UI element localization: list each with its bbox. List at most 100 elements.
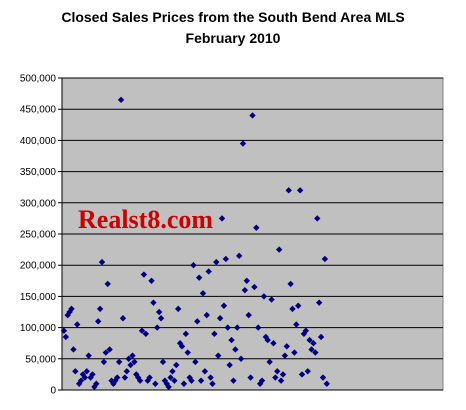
y-tick-label: 200,000 <box>20 261 57 272</box>
data-point <box>291 349 298 356</box>
data-point <box>315 299 323 306</box>
y-tick-label: 300,000 <box>20 198 57 209</box>
data-point <box>239 140 247 147</box>
data-point <box>123 368 130 375</box>
data-point <box>142 330 150 338</box>
data-point <box>211 330 218 338</box>
data-point <box>154 324 161 331</box>
data-point <box>253 224 260 231</box>
data-point <box>232 346 239 353</box>
data-point <box>266 358 273 366</box>
y-tick-label: 350,000 <box>20 167 57 178</box>
y-tick-label: 100,000 <box>20 323 57 334</box>
data-point <box>220 302 228 309</box>
data-point <box>275 246 283 253</box>
y-axis-ticks: 0 50,000 100,000 150,000 200,000 250,000 300,0… <box>20 74 62 397</box>
data-point <box>140 271 148 278</box>
data-point <box>74 321 81 328</box>
data-point <box>243 277 250 284</box>
data-point <box>102 349 110 356</box>
data-point <box>237 355 245 362</box>
data-point <box>277 377 285 384</box>
data-point <box>295 302 302 309</box>
y-tick-label: 500,000 <box>20 74 57 85</box>
data-point <box>131 358 138 366</box>
data-point <box>70 346 77 353</box>
data-point <box>298 371 306 378</box>
data-point <box>188 377 195 384</box>
data-point <box>94 318 102 325</box>
data-point <box>114 374 121 381</box>
data-point <box>104 280 111 288</box>
data-point <box>274 368 281 375</box>
data-point <box>60 327 68 334</box>
data-point <box>175 305 182 313</box>
y-tick-label: 150,000 <box>20 292 57 303</box>
data-point <box>249 112 256 119</box>
data-point <box>289 305 296 313</box>
data-point <box>270 340 277 347</box>
data-point <box>106 346 113 353</box>
data-point <box>165 383 172 391</box>
data-point <box>234 324 241 331</box>
data-point <box>138 327 146 334</box>
data-point <box>260 293 268 300</box>
data-point <box>119 315 127 322</box>
y-tick-label: 250,000 <box>20 230 57 241</box>
data-point <box>203 311 210 319</box>
data-point <box>268 296 275 303</box>
gridlines <box>62 77 443 360</box>
data-point <box>312 349 319 356</box>
data-point <box>81 374 89 381</box>
y-tick-label: 400,000 <box>20 136 57 147</box>
data-point <box>96 305 104 313</box>
data-point <box>89 371 96 378</box>
data-point <box>127 361 134 369</box>
data-point <box>171 377 178 384</box>
data-point <box>317 333 325 341</box>
data-point <box>98 258 106 266</box>
data-point <box>85 352 92 359</box>
data-point <box>296 187 304 194</box>
data-point <box>222 255 230 263</box>
data-point <box>306 336 313 344</box>
data-point <box>235 252 243 260</box>
data-point <box>152 380 159 387</box>
data-point <box>245 311 252 319</box>
data-point <box>207 374 214 381</box>
data-point <box>146 374 153 381</box>
data-point <box>194 318 201 325</box>
data-point <box>93 380 100 387</box>
data-point <box>314 215 321 222</box>
data-point <box>199 290 207 297</box>
data-point <box>192 358 199 366</box>
data-point <box>173 361 180 369</box>
data-point <box>241 286 249 294</box>
data-point <box>169 368 176 375</box>
data-point <box>228 336 235 344</box>
data-point <box>180 380 188 387</box>
data-point <box>110 380 117 387</box>
data-points <box>60 96 330 391</box>
data-point <box>230 377 237 384</box>
data-point <box>264 336 271 344</box>
data-point <box>258 377 266 384</box>
data-point <box>155 308 163 316</box>
data-point <box>72 368 79 375</box>
y-tick-label: 50,000 <box>25 354 56 365</box>
data-point <box>281 352 289 359</box>
data-point <box>255 324 262 331</box>
data-point <box>148 277 155 284</box>
data-point <box>115 358 123 366</box>
y-tick-label: 450,000 <box>20 105 57 116</box>
data-point <box>283 343 290 350</box>
data-point <box>319 374 327 381</box>
data-point <box>310 340 317 347</box>
data-point <box>308 346 315 353</box>
data-point <box>285 187 292 194</box>
data-point <box>112 377 119 384</box>
data-point <box>205 268 212 275</box>
data-point <box>157 315 165 322</box>
data-point <box>136 377 144 384</box>
